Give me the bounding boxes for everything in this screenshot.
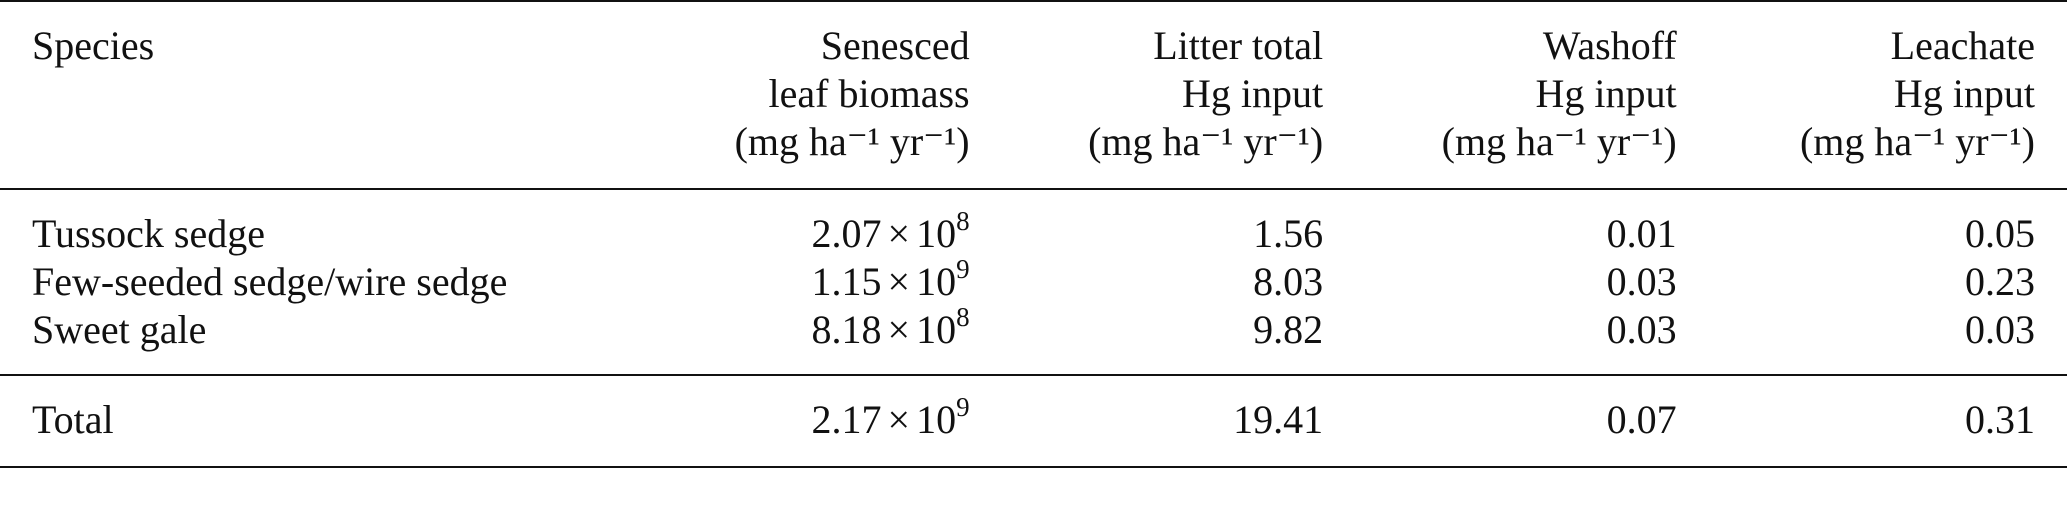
cell-leachate: 0.05	[1965, 211, 2035, 256]
header-line: Senesced	[820, 23, 970, 68]
cell-leachate: 0.23	[1965, 259, 2035, 304]
cell-biomass: 8.18 × 108	[645, 303, 970, 375]
cell-species: Sweet gale	[32, 307, 207, 352]
header-washoff: Washoff Hg input (mg ha⁻¹ yr⁻¹)	[1323, 1, 1677, 189]
header-senesced-biomass: Senesced leaf biomass (mg ha⁻¹ yr⁻¹)	[645, 1, 970, 189]
header-line: Leachate	[1890, 23, 2035, 68]
cell-litter: 19.41	[1233, 397, 1324, 442]
biomass-mantissa: 1.15	[811, 259, 882, 304]
header-line: leaf biomass	[768, 71, 970, 116]
header-unit: (mg ha⁻¹ yr⁻¹)	[1088, 119, 1324, 164]
cell-litter: 8.03	[1253, 259, 1324, 304]
cell-washoff: 0.03	[1606, 259, 1677, 304]
base: 10	[916, 211, 957, 256]
cell-species: Few-seeded sedge/wire sedge	[32, 259, 508, 304]
cell-washoff: 0.03	[1606, 307, 1677, 352]
cell-species: Tussock sedge	[32, 211, 265, 256]
cell-washoff: 0.07	[1606, 397, 1677, 442]
biomass-mantissa: 2.07	[811, 211, 882, 256]
times-symbol: ×	[887, 307, 911, 352]
cell-biomass: 1.15 × 109	[645, 255, 970, 306]
biomass-exponent: 9	[956, 253, 970, 284]
header-line: Hg input	[1182, 71, 1324, 116]
biomass-exponent: 8	[956, 301, 970, 332]
header-line: Hg input	[1535, 71, 1677, 116]
header-unit: (mg ha⁻¹ yr⁻¹)	[1441, 119, 1677, 164]
table-row: Few-seeded sedge/wire sedge 1.15 × 109 8.0…	[0, 255, 2067, 306]
header-species: Species	[0, 1, 645, 189]
biomass-mantissa: 8.18	[811, 307, 882, 352]
cell-litter: 1.56	[1253, 211, 1324, 256]
cell-leachate: 0.03	[1965, 307, 2035, 352]
hg-input-table: Species Senesced leaf biomass (mg ha⁻¹ y…	[0, 1, 2067, 467]
header-line: Washoff	[1542, 23, 1677, 68]
table-header-row: Species Senesced leaf biomass (mg ha⁻¹ y…	[0, 1, 2067, 189]
base: 10	[916, 259, 957, 304]
cell-species: Total	[32, 397, 114, 442]
header-unit: (mg ha⁻¹ yr⁻¹)	[734, 119, 970, 164]
table-row: Tussock sedge 2.07 × 108 1.56 0.01 0.05	[0, 189, 2067, 258]
table-total-row: Total 2.17 × 109 19.41 0.07 0.31	[0, 375, 2067, 467]
cell-biomass: 2.17 × 109	[645, 375, 970, 467]
header-leachate: Leachate Hg input (mg ha⁻¹ yr⁻¹)	[1677, 1, 2067, 189]
header-species-line1: Species	[32, 23, 155, 68]
header-line: Hg input	[1893, 71, 2035, 116]
cell-biomass: 2.07 × 108	[645, 189, 970, 258]
biomass-mantissa: 2.17	[811, 397, 882, 442]
cell-leachate: 0.31	[1965, 397, 2035, 442]
times-symbol: ×	[887, 397, 911, 442]
biomass-exponent: 8	[956, 205, 970, 236]
cell-litter: 9.82	[1253, 307, 1324, 352]
header-line: Litter total	[1153, 23, 1324, 68]
header-litter-total: Litter total Hg input (mg ha⁻¹ yr⁻¹)	[970, 1, 1324, 189]
base: 10	[916, 397, 957, 442]
biomass-exponent: 9	[956, 391, 970, 422]
header-unit: (mg ha⁻¹ yr⁻¹)	[1799, 119, 2035, 164]
base: 10	[916, 307, 957, 352]
table-row: Sweet gale 8.18 × 108 9.82 0.03 0.03	[0, 303, 2067, 375]
cell-washoff: 0.01	[1606, 211, 1677, 256]
times-symbol: ×	[887, 211, 911, 256]
times-symbol: ×	[887, 259, 911, 304]
